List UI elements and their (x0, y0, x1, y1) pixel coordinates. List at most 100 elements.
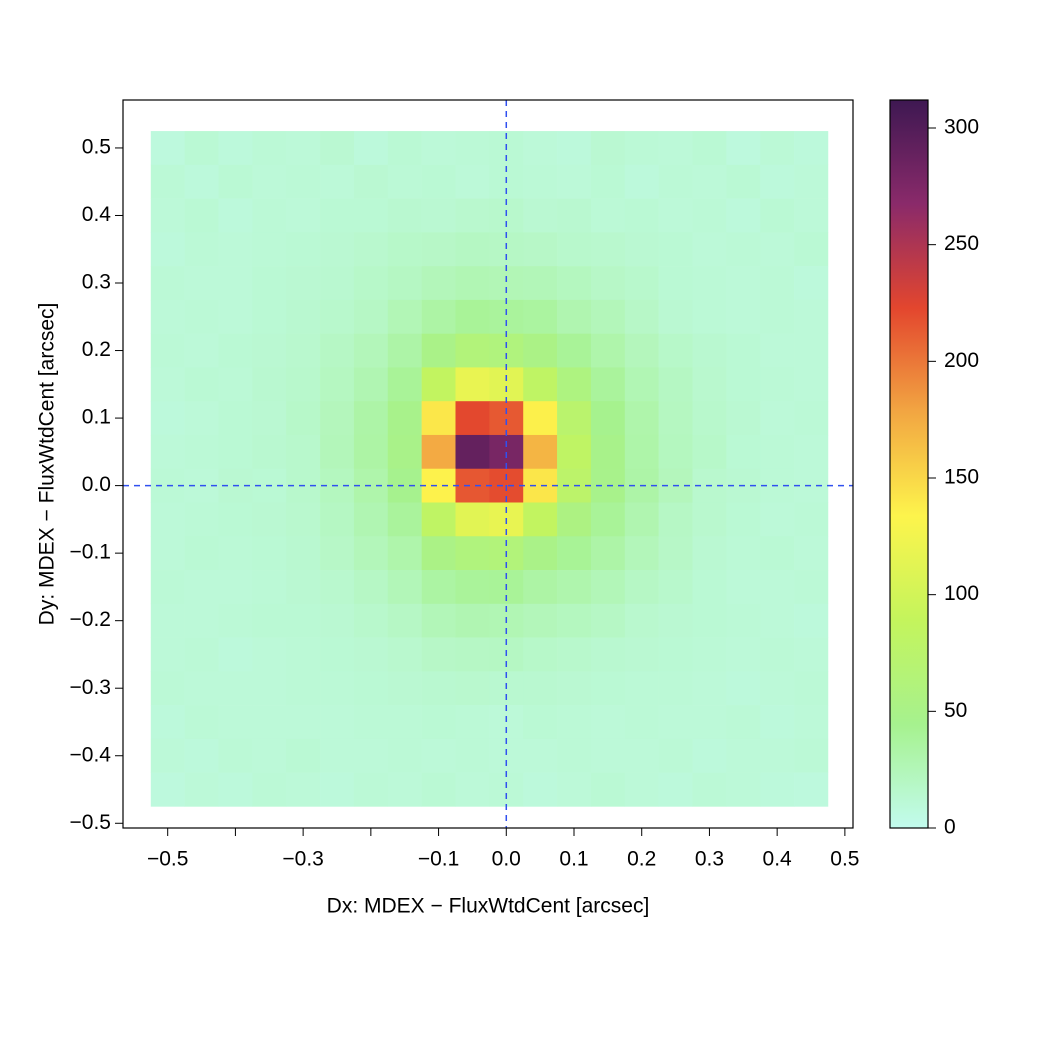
heatmap-cell (455, 266, 490, 301)
heatmap-cell (760, 401, 795, 436)
heatmap-cell (150, 705, 185, 740)
heatmap-cell (455, 198, 490, 233)
heatmap-cell (252, 333, 287, 368)
heatmap-cell (590, 772, 626, 807)
heatmap-cell (387, 603, 422, 638)
heatmap-cell (726, 299, 761, 334)
heatmap-cell (523, 536, 558, 571)
heatmap-cell (523, 266, 558, 301)
heatmap-cell (726, 198, 761, 233)
x-axis-label: Dx: MDEX − FluxWtdCent [arcsec] (327, 895, 650, 918)
colorbar-tick-label: 200 (944, 349, 979, 372)
heatmap-cell (590, 705, 626, 740)
heatmap-cell (252, 198, 287, 233)
heatmap-cell (218, 299, 253, 334)
heatmap-cell (658, 738, 693, 773)
heatmap-cell (590, 232, 626, 267)
heatmap-cell (184, 671, 219, 706)
heatmap-cell (523, 637, 558, 672)
heatmap-cell (794, 131, 829, 166)
heatmap-cell (252, 502, 287, 537)
heatmap-cell (624, 266, 659, 301)
heatmap-cell (624, 434, 659, 470)
heatmap-cell (252, 266, 287, 301)
heatmap-cell (692, 570, 727, 605)
heatmap-cell (455, 401, 490, 436)
heatmap-cell (184, 367, 219, 402)
heatmap-cell (726, 333, 761, 368)
heatmap-cell (320, 705, 355, 740)
heatmap-cell (286, 266, 321, 301)
heatmap-cell (184, 333, 219, 368)
heatmap-cell (624, 401, 659, 436)
heatmap-cell (286, 401, 321, 436)
heatmap-cell (590, 570, 626, 605)
heatmap-cell (387, 637, 422, 672)
heatmap-cell (794, 266, 829, 301)
heatmap-cell (760, 637, 795, 672)
heatmap-cell (624, 502, 659, 537)
heatmap-cell (353, 367, 389, 402)
heatmap-cell (794, 502, 829, 537)
heatmap-cell (523, 401, 558, 436)
heatmap-cell (692, 401, 727, 436)
heatmap-cell (455, 434, 490, 470)
heatmap-cell (658, 603, 693, 638)
heatmap-cell (794, 536, 829, 571)
heatmap-cell (489, 738, 524, 773)
heatmap-cell (387, 570, 422, 605)
heatmap-cell (421, 333, 456, 368)
heatmap-cell (624, 603, 659, 638)
heatmap-cell (523, 367, 558, 402)
heatmap-cell (286, 671, 321, 706)
heatmap-cell (624, 367, 659, 402)
heatmap-cell (387, 671, 422, 706)
heatmap-cell (150, 738, 185, 773)
heatmap-cell (353, 536, 389, 571)
heatmap-cell (523, 232, 558, 267)
heatmap-cell (590, 266, 626, 301)
heatmap-cell (760, 333, 795, 368)
x-tick-label: −0.3 (282, 848, 323, 871)
heatmap-cell (421, 198, 456, 233)
colorbar-tick-label: 150 (944, 466, 979, 489)
heatmap-cell (218, 671, 253, 706)
heatmap-cell (760, 772, 795, 807)
y-tick-label: 0.1 (82, 406, 111, 429)
heatmap-cell (184, 198, 219, 233)
heatmap-cell (692, 299, 727, 334)
heatmap-cell (286, 772, 321, 807)
heatmap-cell (658, 536, 693, 571)
heatmap-cell (184, 603, 219, 638)
heatmap-cell (286, 434, 321, 470)
heatmap-cell (658, 164, 693, 199)
heatmap-cell (794, 333, 829, 368)
heatmap-cell (150, 198, 185, 233)
heatmap-cell (557, 502, 592, 537)
heatmap-cell (692, 603, 727, 638)
heatmap-cell (387, 232, 422, 267)
heatmap-cell (353, 705, 389, 740)
heatmap-cell (692, 367, 727, 402)
colorbar (889, 99, 929, 829)
heatmap-cell (590, 536, 626, 571)
heatmap-cell (353, 570, 389, 605)
y-tick-label: 0.3 (82, 271, 111, 294)
heatmap-cell (218, 705, 253, 740)
heatmap-cell (557, 772, 592, 807)
heatmap-cell (387, 536, 422, 571)
heatmap-cell (421, 772, 456, 807)
heatmap-cell (421, 468, 456, 503)
heatmap-cell (455, 738, 490, 773)
heatmap-cell (184, 434, 219, 470)
heatmap-cell (523, 772, 558, 807)
heatmap-cell (455, 570, 490, 605)
y-tick-label: −0.3 (70, 676, 111, 699)
heatmap-cell (590, 299, 626, 334)
heatmap-cell (218, 772, 253, 807)
heatmap-cell (184, 738, 219, 773)
colorbar-tick-label: 300 (944, 116, 979, 139)
heatmap-cell (387, 164, 422, 199)
heatmap-cell (726, 603, 761, 638)
